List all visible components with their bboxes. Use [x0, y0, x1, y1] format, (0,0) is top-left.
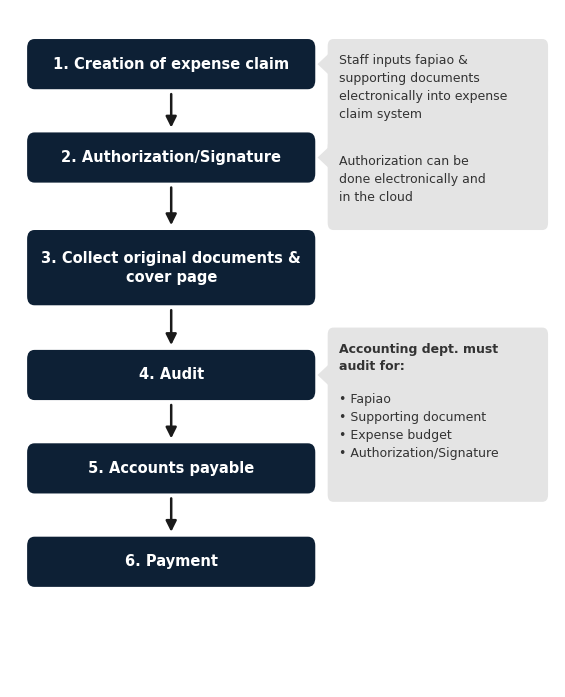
Text: Accounting dept. must
audit for:: Accounting dept. must audit for:: [339, 343, 498, 373]
Text: 3. Collect original documents &
cover page: 3. Collect original documents & cover pa…: [41, 250, 301, 285]
Text: 1. Creation of expense claim: 1. Creation of expense claim: [53, 56, 289, 72]
Text: 4. Audit: 4. Audit: [138, 367, 204, 383]
FancyBboxPatch shape: [27, 39, 315, 89]
FancyBboxPatch shape: [328, 328, 548, 502]
Text: 6. Payment: 6. Payment: [125, 554, 218, 569]
FancyBboxPatch shape: [27, 537, 315, 587]
FancyBboxPatch shape: [328, 139, 548, 230]
FancyBboxPatch shape: [27, 230, 315, 305]
Text: 5. Accounts payable: 5. Accounts payable: [88, 461, 254, 476]
FancyBboxPatch shape: [27, 443, 315, 493]
Polygon shape: [318, 364, 329, 386]
Text: Staff inputs fapiao &
supporting documents
electronically into expense
claim sys: Staff inputs fapiao & supporting documen…: [339, 54, 507, 121]
FancyBboxPatch shape: [328, 39, 548, 158]
FancyBboxPatch shape: [27, 132, 315, 183]
Polygon shape: [318, 53, 329, 75]
Text: • Fapiao
• Supporting document
• Expense budget
• Authorization/Signature: • Fapiao • Supporting document • Expense…: [339, 393, 499, 460]
Text: Authorization can be
done electronically and
in the cloud: Authorization can be done electronically…: [339, 155, 486, 204]
Polygon shape: [318, 146, 329, 169]
FancyBboxPatch shape: [27, 350, 315, 400]
Text: 2. Authorization/Signature: 2. Authorization/Signature: [61, 150, 281, 165]
